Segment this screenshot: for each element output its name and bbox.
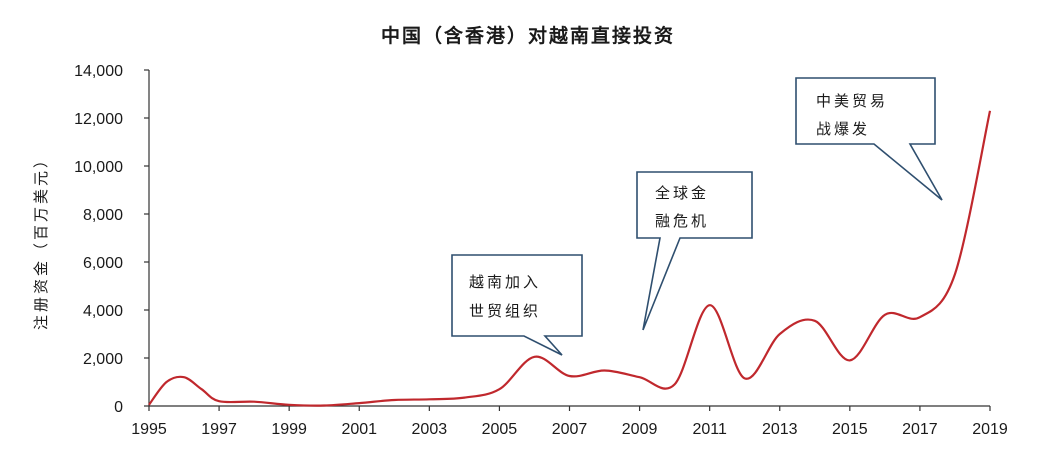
callout-trade-war-line1: 中美贸易 [816, 92, 888, 110]
x-tick-label: 2015 [832, 421, 868, 438]
x-tick-label: 1995 [131, 421, 167, 438]
x-tick-label: 1999 [271, 421, 307, 438]
callout-financial-crisis-line2: 融危机 [655, 212, 709, 230]
callout-trade-war-box [795, 77, 943, 201]
callout-trade-war: 中美贸易 战爆发 [795, 77, 943, 201]
callout-trade-war-line2: 战爆发 [816, 120, 870, 138]
y-tick-label: 6,000 [83, 255, 123, 272]
y-tick-label: 4,000 [83, 303, 123, 320]
x-ticks: 1995 1997 1999 2001 2003 2005 2007 2009 2011 2013… [131, 406, 1008, 438]
y-tick-label: 12,000 [74, 111, 123, 128]
y-tick-label: 10,000 [74, 159, 123, 176]
callout-wto: 越南加入 世贸组织 [451, 254, 583, 356]
y-tick-label: 2,000 [83, 351, 123, 368]
x-tick-label: 2011 [692, 421, 727, 438]
callout-financial-crisis-line1: 全球金 [655, 184, 709, 202]
series-line [148, 110, 992, 407]
callout-financial-crisis-box [636, 171, 753, 331]
x-tick-label: 2019 [972, 421, 1008, 438]
callout-wto-box [451, 254, 583, 356]
x-tick-label: 2013 [762, 421, 798, 438]
x-tick-label: 2007 [552, 421, 588, 438]
chart-title: 中国（含香港）对越南直接投资 [381, 24, 675, 47]
x-tick-label: 2017 [902, 421, 938, 438]
y-tick-label: 8,000 [83, 207, 123, 224]
x-tick-label: 1997 [201, 421, 237, 438]
callout-financial-crisis: 全球金 融危机 [636, 171, 753, 331]
x-tick-label: 2003 [412, 421, 448, 438]
y-tick-label: 0 [114, 399, 123, 416]
y-axis-label: 注册资金（百万美元） [32, 150, 50, 330]
callout-wto-line2: 世贸组织 [469, 302, 541, 320]
x-tick-label: 2009 [622, 421, 658, 438]
x-tick-label: 2001 [341, 421, 377, 438]
y-ticks: 0 2,000 4,000 6,000 8,000 10,000 12,000 14,000 [74, 63, 149, 416]
x-tick-label: 2005 [482, 421, 518, 438]
callout-wto-line1: 越南加入 [469, 273, 541, 291]
y-tick-label: 14,000 [74, 63, 123, 80]
